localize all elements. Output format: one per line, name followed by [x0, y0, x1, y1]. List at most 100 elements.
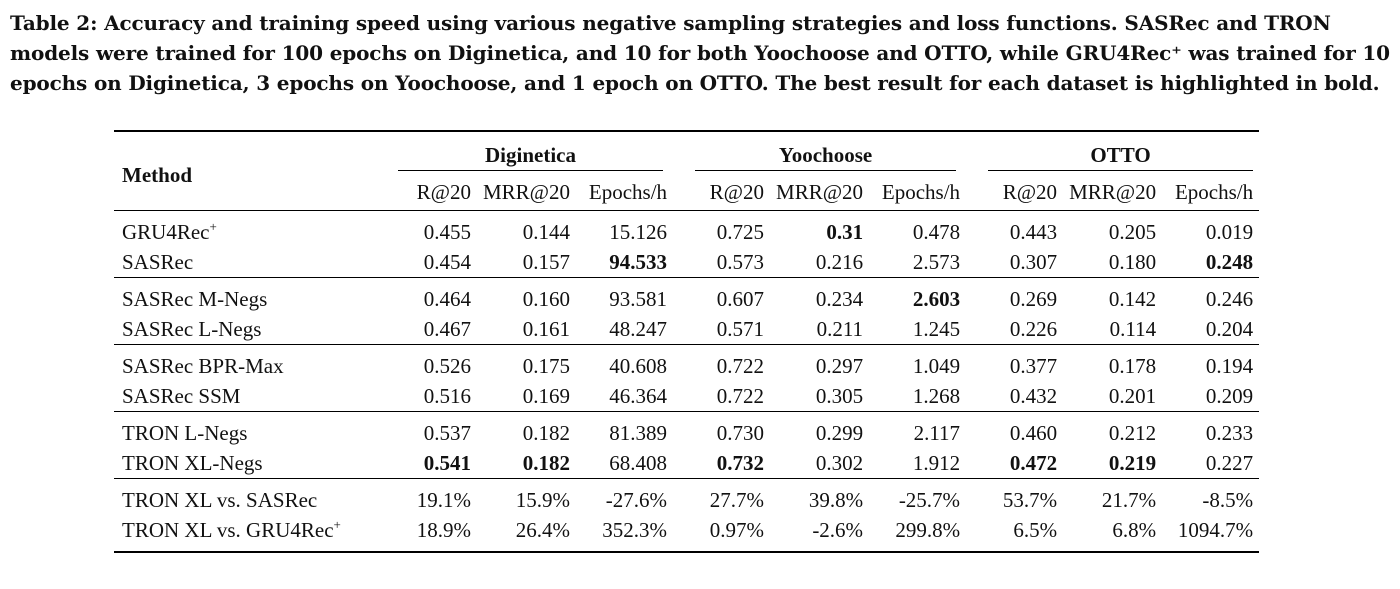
table-row: TRON L-Negs 0.537 0.182 81.389 0.730 0.299 2.1…: [114, 418, 1259, 448]
table-cell: 0.205: [1108, 219, 1157, 244]
table-cell: 1.245: [912, 316, 961, 341]
table-cell: 1.912: [912, 450, 961, 475]
table-cell: 0.169: [522, 383, 571, 408]
table-cell: 0.725: [716, 219, 765, 244]
table-cell: -27.6%: [605, 487, 668, 512]
table-cell: 0.297: [815, 353, 864, 378]
table-cell: 48.247: [609, 316, 668, 341]
dataset-header-otto: OTTO: [988, 143, 1254, 171]
metric-header: R@20: [416, 179, 471, 204]
table-cell: 0.305: [815, 383, 864, 408]
table-cell: 0.248: [1205, 249, 1254, 274]
metric-header: Epochs/h: [881, 179, 961, 204]
table-cell: 21.7%: [1101, 487, 1157, 512]
table-cell: -8.5%: [1202, 487, 1254, 512]
table-cell: 0.455: [423, 219, 471, 244]
table-cell: 27.7%: [709, 487, 765, 512]
table-cell: 0.454: [423, 249, 471, 274]
table-cell: 0.571: [716, 316, 765, 341]
table-cell: 0.478: [912, 219, 961, 244]
table-cell: 0.227: [1205, 450, 1254, 475]
table-row: TRON XL vs. GRU4Rec+ 18.9% 26.4% 352.3% 0.97…: [114, 515, 1259, 545]
table-cell: 1094.7%: [1177, 517, 1254, 542]
table-cell: 0.464: [423, 286, 471, 311]
table-cell: 0.443: [1009, 219, 1058, 244]
method-name: TRON L-Negs: [122, 420, 248, 445]
metric-header: Epochs/h: [588, 179, 668, 204]
table-row: SASRec SSM 0.516 0.169 46.364 0.722 0.305 1.26…: [114, 381, 1259, 412]
method-name: TRON XL vs. GRU4Rec+: [122, 517, 341, 542]
table-cell: 0.204: [1205, 316, 1254, 341]
table-cell: 0.180: [1108, 249, 1157, 274]
table-cell: 40.608: [609, 353, 668, 378]
table-cell: 0.182: [522, 450, 571, 475]
table-row: SASRec BPR-Max 0.526 0.175 40.608 0.722 0.297…: [114, 351, 1259, 381]
table-row: GRU4Rec+ 0.455 0.144 15.126 0.725 0.31 0.478 0.…: [114, 217, 1259, 247]
dataset-header-diginetica: Diginetica: [398, 143, 664, 171]
table-cell: 2.117: [913, 420, 961, 445]
table-cell: 0.114: [1109, 316, 1157, 341]
table-cell: 26.4%: [515, 517, 571, 542]
metric-header: R@20: [709, 179, 765, 204]
table-cell: 0.460: [1009, 420, 1058, 445]
table-row: SASRec M-Negs 0.464 0.160 93.581 0.607 0.234 2…: [114, 284, 1259, 314]
table-cell: 0.607: [716, 286, 765, 311]
method-name: SASRec SSM: [122, 383, 241, 408]
table-cell: 1.049: [912, 353, 961, 378]
table-cell: 2.603: [912, 286, 961, 311]
table-row: TRON XL vs. SASRec 19.1% 15.9% -27.6% 27.7% 3…: [114, 485, 1259, 515]
metric-header: MRR@20: [1069, 179, 1157, 204]
table-cell: 0.302: [815, 450, 864, 475]
metric-header: MRR@20: [776, 179, 864, 204]
table-cell: 0.467: [423, 316, 471, 341]
table-row: SASRec 0.454 0.157 94.533 0.573 0.216 2.573 0.3…: [114, 247, 1259, 278]
table-cell: 0.537: [423, 420, 471, 445]
table-row: TRON XL-Negs 0.541 0.182 68.408 0.732 0.302 1.…: [114, 448, 1259, 479]
table-cell: 0.201: [1108, 383, 1157, 408]
method-name: SASRec L-Negs: [122, 316, 262, 341]
table-cell: 0.219: [1108, 450, 1157, 475]
table-cell: 1.268: [912, 383, 961, 408]
table-cell: 0.233: [1205, 420, 1254, 445]
table-cell: 81.389: [609, 420, 668, 445]
table-cell: 0.307: [1009, 249, 1058, 274]
method-name: TRON XL vs. SASRec: [122, 487, 318, 512]
table-cell: 6.5%: [1013, 517, 1058, 542]
table-cell: 0.209: [1205, 383, 1254, 408]
table-cell: 0.472: [1009, 450, 1058, 475]
table-cell: 0.178: [1108, 353, 1157, 378]
table-cell: 0.730: [716, 420, 765, 445]
table-cell: 0.377: [1009, 353, 1058, 378]
table-cell: 0.194: [1205, 353, 1254, 378]
method-name: SASRec M-Negs: [122, 286, 268, 311]
table-cell: 0.516: [423, 383, 471, 408]
table-cell: 0.573: [716, 249, 765, 274]
metric-header: R@20: [1002, 179, 1058, 204]
table-cell: 0.175: [522, 353, 571, 378]
table-cell: 0.161: [522, 316, 571, 341]
method-name: TRON XL-Negs: [122, 450, 263, 475]
table-cell: 0.182: [522, 420, 571, 445]
table-cell: 19.1%: [416, 487, 471, 512]
method-name: GRU4Rec+: [122, 219, 217, 244]
table-cell: 0.722: [716, 353, 765, 378]
metric-header: MRR@20: [483, 179, 571, 204]
table-cell: 0.432: [1009, 383, 1058, 408]
table-cell: -2.6%: [812, 517, 864, 542]
table-cell: 94.533: [609, 249, 668, 274]
table-cell: 299.8%: [895, 517, 961, 542]
table-cell: 6.8%: [1112, 517, 1157, 542]
table-cell: 68.408: [609, 450, 668, 475]
table-cell: 0.732: [716, 450, 765, 475]
table-cell: 15.9%: [515, 487, 571, 512]
table-cell: 0.211: [816, 316, 864, 341]
table-row: SASRec L-Negs 0.467 0.161 48.247 0.571 0.211 1…: [114, 314, 1259, 345]
table-cell: 0.216: [815, 249, 864, 274]
method-name: SASRec: [122, 249, 194, 274]
metric-header: Epochs/h: [1174, 179, 1254, 204]
table-cell: 0.541: [423, 450, 471, 475]
table-cell: 0.157: [522, 249, 571, 274]
table-cell: 0.299: [815, 420, 864, 445]
table-cell: 39.8%: [808, 487, 864, 512]
table-cell: 0.234: [815, 286, 864, 311]
